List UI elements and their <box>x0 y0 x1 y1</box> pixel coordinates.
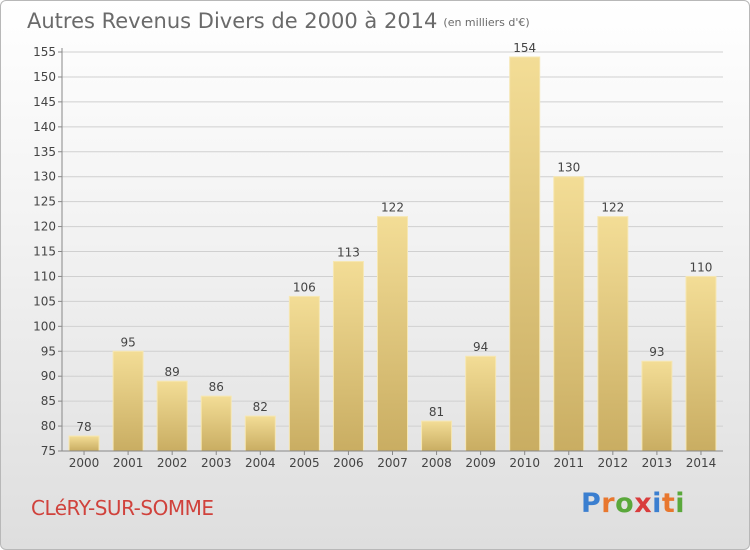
bar-value-label: 82 <box>253 400 268 414</box>
bar-value-label: 113 <box>337 245 360 259</box>
x-tick-label: 2013 <box>642 456 673 470</box>
bar <box>377 216 408 452</box>
x-tick-label: 2006 <box>333 456 364 470</box>
logo-letter: i <box>652 488 662 519</box>
bar <box>244 415 276 452</box>
bar-value-label: 78 <box>76 420 91 434</box>
bar-value-label: 130 <box>557 161 580 175</box>
bar <box>553 176 585 452</box>
x-tick-label: 2001 <box>113 456 144 470</box>
logo-letter: i <box>675 488 686 519</box>
bar <box>156 380 188 452</box>
x-tick-label: 2002 <box>157 456 188 470</box>
y-tick-label: 90 <box>41 369 56 383</box>
bars <box>68 56 717 452</box>
bar <box>509 56 541 452</box>
logo-letter: x <box>634 488 653 519</box>
bar-value-label: 93 <box>649 345 664 359</box>
logo-letter: r <box>601 488 616 519</box>
title-text: Autres Revenus Divers de 2000 à 2014 <box>27 9 438 33</box>
y-tick-label: 135 <box>33 145 56 159</box>
bar <box>597 216 629 452</box>
commune-name: CLéRY-SUR-SOMME <box>31 496 214 520</box>
chart-title: Autres Revenus Divers de 2000 à 2014 (en … <box>27 9 530 33</box>
bar <box>421 420 453 452</box>
y-tick-label: 140 <box>33 120 56 134</box>
bar <box>465 355 497 452</box>
bar <box>200 395 232 452</box>
logo-letter: o <box>615 488 635 519</box>
bar <box>332 260 364 452</box>
axes <box>58 48 723 455</box>
x-tick-label: 2010 <box>509 456 540 470</box>
y-tick-label: 80 <box>41 419 56 433</box>
y-tick-label: 145 <box>33 95 56 109</box>
x-tick-label: 2014 <box>686 456 717 470</box>
title-unit: (en milliers d'€) <box>443 16 530 29</box>
bar-value-label: 106 <box>293 280 316 294</box>
y-tick-label: 105 <box>33 294 56 308</box>
x-tick-label: 2007 <box>377 456 408 470</box>
logo-letter: P <box>581 488 602 519</box>
x-tick-label: 2003 <box>201 456 232 470</box>
y-tick-label: 125 <box>33 195 56 209</box>
y-tick-label: 75 <box>41 444 56 458</box>
proxiti-logo: Proxiti <box>581 488 685 519</box>
y-tick-label: 95 <box>41 344 56 358</box>
y-tick-label: 155 <box>33 45 56 59</box>
x-tick-label: 2009 <box>465 456 496 470</box>
bar-value-label: 89 <box>165 365 180 379</box>
bar-value-label: 122 <box>601 201 624 215</box>
bar-value-label: 95 <box>120 335 135 349</box>
labels: 75 80 85 90 95 100 105 110 115 120 125 130 135 140 145… <box>33 41 716 470</box>
logo-letter: t <box>661 488 676 519</box>
y-tick-label: 100 <box>33 319 56 333</box>
y-tick-label: 150 <box>33 70 56 84</box>
bar-value-label: 81 <box>429 405 444 419</box>
y-tick-label: 115 <box>33 245 56 259</box>
y-tick-label: 85 <box>41 394 56 408</box>
x-tick-label: 2005 <box>289 456 320 470</box>
bar-value-label: 122 <box>381 201 404 215</box>
x-tick-label: 2000 <box>69 456 100 470</box>
y-tick-label: 130 <box>33 170 56 184</box>
y-tick-label: 110 <box>33 269 56 283</box>
y-tick-label: 120 <box>33 220 56 234</box>
bar-value-label: 86 <box>209 380 224 394</box>
bar <box>68 435 100 452</box>
x-tick-label: 2012 <box>598 456 629 470</box>
x-tick-label: 2011 <box>553 456 584 470</box>
x-tick-label: 2004 <box>245 456 276 470</box>
bar-value-label: 94 <box>473 340 488 354</box>
bar <box>685 275 717 452</box>
bar <box>112 350 144 452</box>
bar-value-label: 110 <box>690 260 713 274</box>
x-tick-label: 2008 <box>421 456 452 470</box>
bar <box>288 295 320 452</box>
bar <box>641 360 673 452</box>
bar-value-label: 154 <box>513 41 536 55</box>
